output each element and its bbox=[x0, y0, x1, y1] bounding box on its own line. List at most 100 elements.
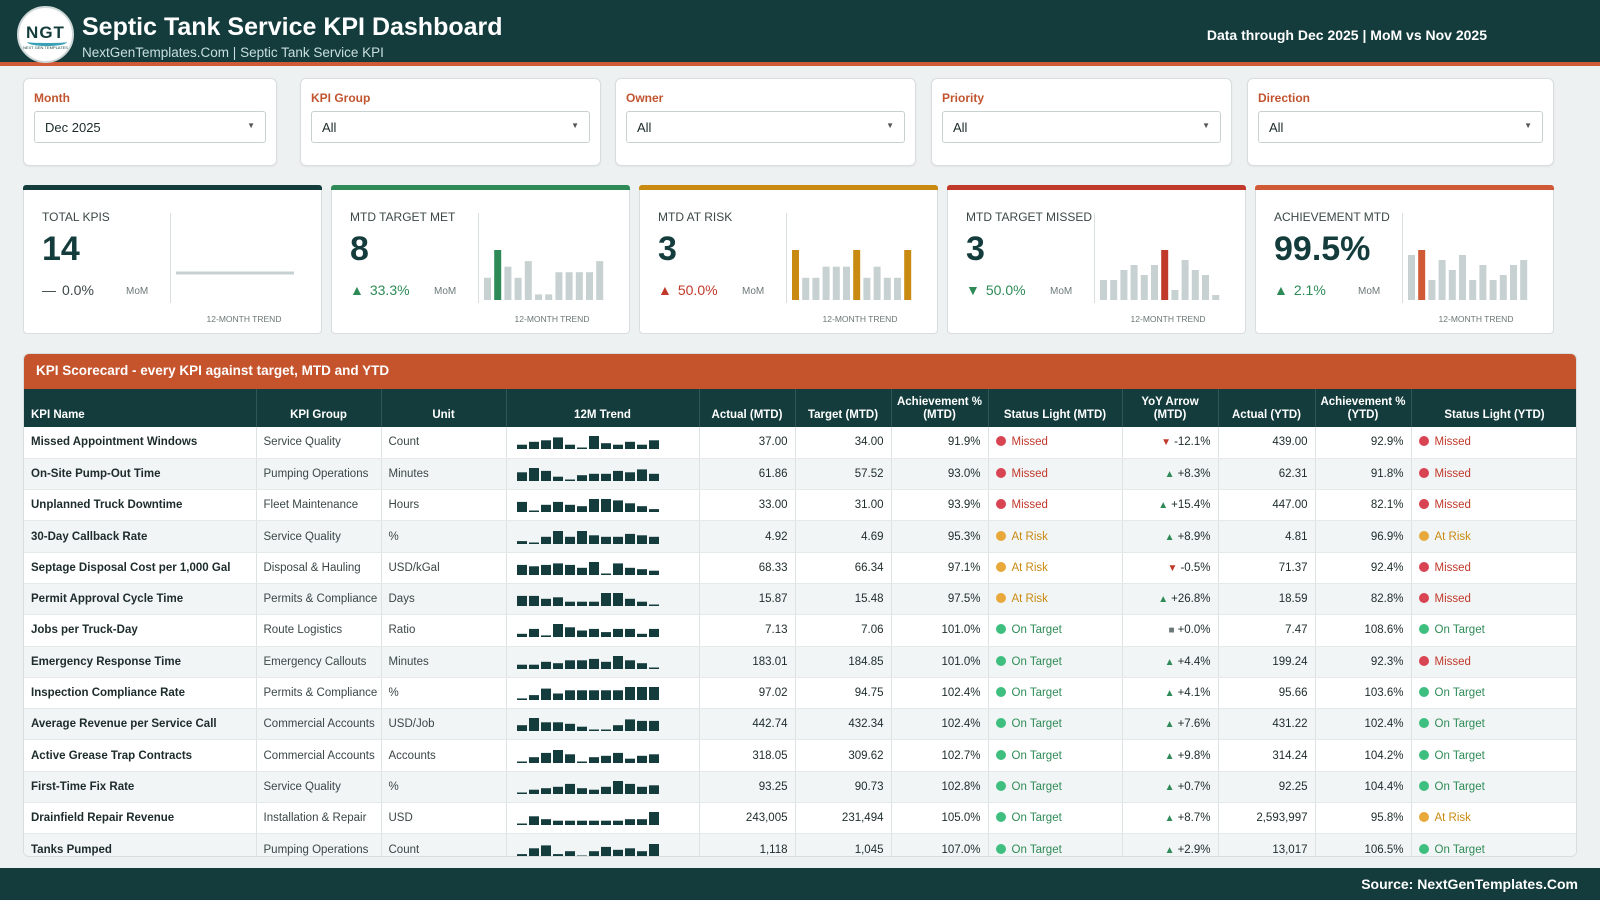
sparkline-bar bbox=[555, 272, 563, 300]
trend-bar bbox=[540, 505, 551, 513]
column-header[interactable]: Achievement % (MTD) bbox=[891, 389, 989, 427]
target-mtd: 90.73 bbox=[795, 771, 892, 804]
trend-bar bbox=[612, 593, 623, 607]
kpi-trend-cell bbox=[506, 833, 700, 856]
column-header[interactable]: Status Light (MTD) bbox=[988, 389, 1123, 427]
trend-bar bbox=[624, 847, 635, 856]
trend-bar bbox=[540, 722, 551, 732]
filter-dropdown[interactable]: All ▼ bbox=[1258, 111, 1543, 143]
status-dot-icon bbox=[995, 624, 1006, 635]
card-mom-label: MoM bbox=[1358, 286, 1381, 297]
kpi-unit: Count bbox=[381, 833, 507, 856]
kpi-trend-cell bbox=[506, 458, 700, 491]
trend-bar bbox=[624, 687, 635, 701]
column-header[interactable]: 12M Trend bbox=[506, 389, 700, 427]
kpi-unit: USD/Job bbox=[381, 708, 507, 741]
yoy-value: +0.0% bbox=[1177, 624, 1211, 637]
trend-bar bbox=[624, 533, 635, 544]
trend-bar bbox=[588, 658, 599, 669]
sparkline-bar bbox=[524, 261, 532, 300]
card-delta: ▼ 50.0% bbox=[966, 282, 1026, 298]
actual-mtd: 33.00 bbox=[699, 489, 796, 522]
status-light-mtd: At Risk bbox=[988, 552, 1123, 584]
table-row[interactable]: Permit Approval Cycle Time Permits & Comp… bbox=[24, 583, 1576, 616]
triangle-down-icon: ▼ bbox=[1167, 562, 1178, 574]
filter-dropdown[interactable]: All ▼ bbox=[626, 111, 905, 143]
status-light-ytd: On Target bbox=[1411, 677, 1576, 710]
kpi-card-mtd-target-missed: MTD TARGET MISSED 3 ▼ 50.0% MoM 12-MONTH TREN… bbox=[947, 185, 1246, 334]
table-row[interactable]: Active Grease Trap Contracts Commercial A… bbox=[24, 739, 1576, 772]
trend-bar bbox=[600, 690, 611, 701]
filter-dropdown[interactable]: Dec 2025 ▼ bbox=[34, 111, 266, 143]
trend-bar bbox=[576, 506, 587, 513]
actual-mtd: 97.02 bbox=[699, 677, 796, 710]
table-row[interactable]: Average Revenue per Service Call Commerci… bbox=[24, 708, 1576, 741]
trend-bar bbox=[636, 506, 647, 513]
column-header[interactable]: Actual (YTD) bbox=[1218, 389, 1316, 427]
trend-bar bbox=[516, 698, 527, 701]
column-header[interactable]: Achievement % (YTD) bbox=[1315, 389, 1412, 427]
trend-bar bbox=[552, 693, 563, 701]
trend-bar bbox=[528, 467, 539, 481]
filter-dropdown[interactable]: All ▼ bbox=[942, 111, 1221, 143]
table-row[interactable]: Tanks Pumped Pumping Operations Count 1,118… bbox=[24, 833, 1576, 856]
trend-bar bbox=[564, 850, 575, 856]
trend-bar bbox=[636, 445, 647, 450]
column-header[interactable]: KPI Name bbox=[24, 389, 257, 427]
trend-bar bbox=[600, 573, 611, 575]
yoy-value: +26.8% bbox=[1171, 593, 1211, 606]
triangle-up-icon: ▲ bbox=[1164, 844, 1175, 856]
triangle-up-icon: ▲ bbox=[1158, 500, 1169, 512]
trend-bar bbox=[516, 472, 527, 481]
table-row[interactable]: Inspection Compliance Rate Permits & Comp… bbox=[24, 677, 1576, 710]
kpi-name: Average Revenue per Service Call bbox=[24, 708, 257, 741]
column-header[interactable]: Actual (MTD) bbox=[699, 389, 796, 427]
kpi-group: Permits & Compliance bbox=[256, 677, 382, 710]
trend-bar bbox=[564, 820, 575, 826]
achievement-ytd: 95.8% bbox=[1315, 802, 1412, 835]
kpi-group: Route Logistics bbox=[256, 614, 382, 647]
achievement-mtd: 102.8% bbox=[891, 771, 989, 804]
trend-bar bbox=[612, 445, 623, 450]
trend-bar bbox=[516, 823, 527, 826]
chevron-down-icon: ▼ bbox=[886, 121, 894, 130]
status-text: On Target bbox=[1011, 624, 1062, 637]
trend-sparkline bbox=[516, 718, 659, 732]
table-row[interactable]: Septage Disposal Cost per 1,000 Gal Dispo… bbox=[24, 552, 1576, 584]
status-dot-icon bbox=[1418, 593, 1429, 604]
column-header[interactable]: KPI Group bbox=[256, 389, 382, 427]
trend-bar bbox=[588, 473, 599, 481]
status-light-ytd: Missed bbox=[1411, 489, 1576, 522]
table-row[interactable]: Drainfield Repair Revenue Installation & … bbox=[24, 802, 1576, 835]
yoy-arrow-mtd: ▲ +8.3% bbox=[1122, 458, 1219, 491]
achievement-ytd: 91.8% bbox=[1315, 458, 1412, 491]
card-value: 3 bbox=[658, 230, 677, 268]
logo-swoosh bbox=[27, 38, 67, 46]
trend-bar bbox=[564, 505, 575, 513]
table-row[interactable]: On-Site Pump-Out Time Pumping Operations M… bbox=[24, 458, 1576, 491]
column-header[interactable]: Target (MTD) bbox=[795, 389, 892, 427]
table-row[interactable]: First-Time Fix Rate Service Quality% 93.25… bbox=[24, 771, 1576, 804]
table-row[interactable]: Emergency Response Time Emergency Callout… bbox=[24, 646, 1576, 678]
status-dot-icon bbox=[995, 499, 1006, 510]
actual-ytd: 92.25 bbox=[1218, 771, 1316, 804]
table-row[interactable]: Unplanned Truck Downtime Fleet Maintenanc… bbox=[24, 489, 1576, 522]
trend-bar bbox=[576, 727, 587, 732]
status-text: On Target bbox=[1434, 749, 1485, 762]
actual-mtd: 7.13 bbox=[699, 614, 796, 647]
kpi-group: Pumping Operations bbox=[256, 833, 382, 856]
table-row[interactable]: Jobs per Truck-Day Route Logistics Ratio 7.… bbox=[24, 614, 1576, 647]
column-header[interactable]: Unit bbox=[381, 389, 507, 427]
trend-bar bbox=[564, 564, 575, 575]
trend-bar bbox=[552, 624, 563, 638]
filter-dropdown[interactable]: All ▼ bbox=[311, 111, 590, 143]
sparkline-bar bbox=[1489, 280, 1497, 300]
status-dot-icon bbox=[995, 561, 1006, 572]
actual-mtd: 61.86 bbox=[699, 458, 796, 491]
sparkline-bar bbox=[883, 277, 891, 300]
column-header[interactable]: Status Light (YTD) bbox=[1411, 389, 1576, 427]
table-row[interactable]: 30-Day Callback Rate Service Quality% 4.92… bbox=[24, 520, 1576, 553]
column-header[interactable]: YoY Arrow (MTD) bbox=[1122, 389, 1219, 427]
table-row[interactable]: Missed Appointment Windows Service Qualit… bbox=[24, 427, 1576, 459]
trend-bar bbox=[612, 536, 623, 544]
